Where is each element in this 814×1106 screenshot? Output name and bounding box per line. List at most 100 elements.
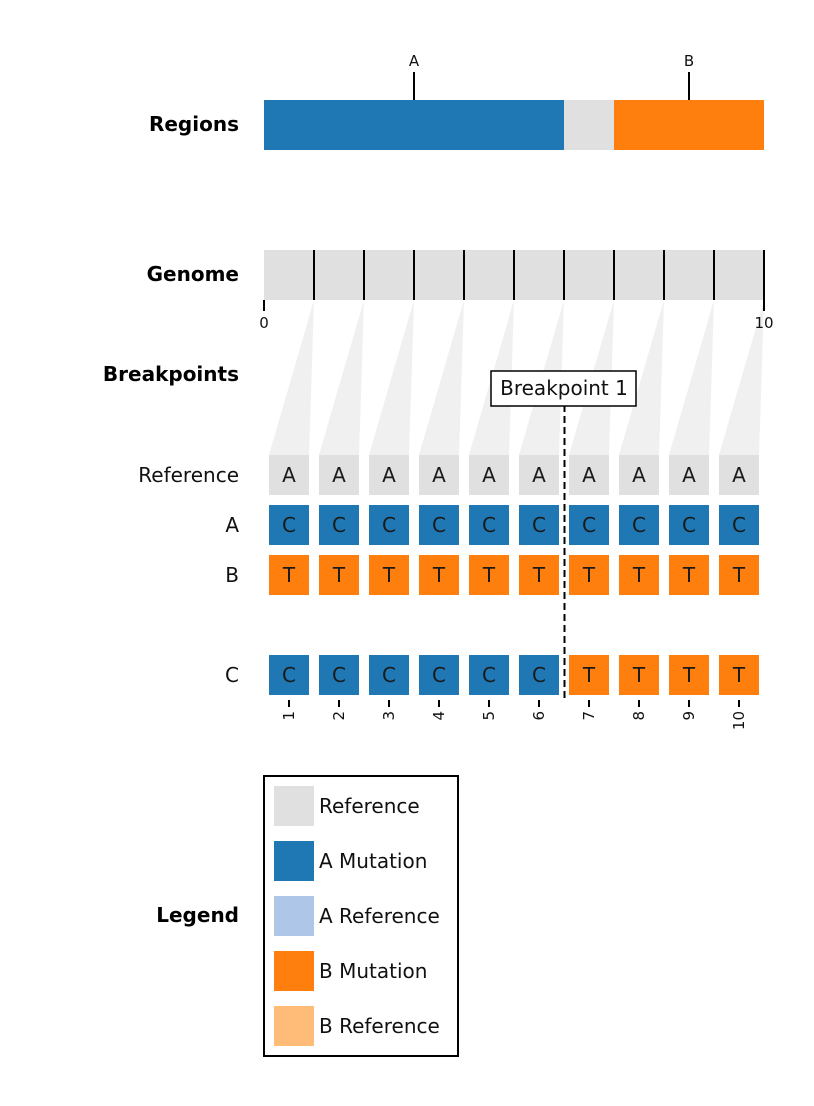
base-letter: T xyxy=(532,563,546,587)
base-cell xyxy=(669,455,709,495)
base-cell xyxy=(619,505,659,545)
legend-swatch xyxy=(274,786,314,826)
base-cell xyxy=(269,455,309,495)
base-cell xyxy=(669,555,709,595)
legend-item-label: A Reference xyxy=(319,904,440,928)
regions-section-label: Regions xyxy=(149,112,239,136)
base-letter: T xyxy=(732,563,746,587)
base-letter: T xyxy=(432,563,446,587)
base-cell xyxy=(369,555,409,595)
base-letter: T xyxy=(582,563,596,587)
base-letter: C xyxy=(582,513,596,537)
base-letter: C xyxy=(382,513,396,537)
breakpoint-marker: Breakpoint 1 xyxy=(490,370,637,700)
base-cell xyxy=(419,555,459,595)
base-letter: A xyxy=(482,463,496,487)
base-cell xyxy=(419,655,459,695)
genome-track: 0 10 xyxy=(259,250,774,332)
base-cell xyxy=(469,505,509,545)
position-tick-label: 8 xyxy=(630,711,648,721)
genome-axis-tick-label: 0 xyxy=(259,314,269,332)
position-axis: 1 2 3 4 5 6 7 8 9 10 xyxy=(280,700,748,730)
base-cell xyxy=(469,455,509,495)
base-cell xyxy=(319,505,359,545)
base-cell xyxy=(369,455,409,495)
base-letter: T xyxy=(632,563,646,587)
sequence-rows: Reference A A A A A A A A A A A C C C C C C C C C C B T T T T T T T T T… xyxy=(138,455,759,695)
base-letter: A xyxy=(432,463,446,487)
legend-swatch xyxy=(274,896,314,936)
base-letter: C xyxy=(382,663,396,687)
legend-item-label: A Mutation xyxy=(319,849,427,873)
base-cell xyxy=(369,505,409,545)
base-letter: C xyxy=(632,513,646,537)
base-letter: A xyxy=(382,463,396,487)
base-letter: T xyxy=(582,663,596,687)
sequence-row-label: Reference xyxy=(138,463,239,487)
region-marker-label: B xyxy=(684,52,694,70)
position-wedge xyxy=(369,300,414,455)
position-tick-label: 7 xyxy=(580,711,598,721)
position-tick-label: 6 xyxy=(530,711,548,721)
base-letter: T xyxy=(732,663,746,687)
base-cell xyxy=(719,455,759,495)
base-letter: C xyxy=(432,513,446,537)
base-cell xyxy=(619,655,659,695)
base-cell xyxy=(569,455,609,495)
base-cell xyxy=(469,555,509,595)
position-tick-label: 3 xyxy=(380,711,398,721)
base-letter: A xyxy=(682,463,696,487)
base-cell xyxy=(719,555,759,595)
base-cell xyxy=(519,505,559,545)
region-bar xyxy=(264,100,564,150)
base-letter: C xyxy=(282,513,296,537)
base-cell xyxy=(269,505,309,545)
base-cell xyxy=(519,555,559,595)
base-letter: C xyxy=(332,513,346,537)
base-cell xyxy=(369,655,409,695)
position-tick-label: 1 xyxy=(280,711,298,721)
legend-section-label: Legend xyxy=(156,903,239,927)
base-letter: T xyxy=(332,563,346,587)
base-cell xyxy=(569,655,609,695)
base-letter: C xyxy=(332,663,346,687)
genome-section-label: Genome xyxy=(147,262,239,286)
base-cell xyxy=(719,655,759,695)
region-marker-label: A xyxy=(409,52,420,70)
base-letter: A xyxy=(582,463,596,487)
base-letter: T xyxy=(282,563,296,587)
position-wedge xyxy=(269,300,314,455)
position-tick-label: 10 xyxy=(730,711,748,730)
sequence-row-label: B xyxy=(225,563,239,587)
sequence-row-label: C xyxy=(225,663,239,687)
base-cell xyxy=(269,555,309,595)
base-cell xyxy=(569,505,609,545)
breakpoint-label-box xyxy=(490,370,637,407)
base-letter: A xyxy=(732,463,746,487)
base-cell xyxy=(619,555,659,595)
base-letter: T xyxy=(382,563,396,587)
region-bar xyxy=(614,100,764,150)
base-letter: T xyxy=(632,663,646,687)
base-cell xyxy=(719,505,759,545)
base-cell xyxy=(269,655,309,695)
legend-swatch xyxy=(274,951,314,991)
base-letter: T xyxy=(682,663,696,687)
base-cell xyxy=(419,505,459,545)
base-letter: T xyxy=(682,563,696,587)
position-tick-label: 2 xyxy=(330,711,348,721)
base-letter: C xyxy=(732,513,746,537)
base-cell xyxy=(519,455,559,495)
position-wedge xyxy=(669,300,714,455)
base-letter: C xyxy=(482,513,496,537)
legend-item-label: Reference xyxy=(319,794,420,818)
base-letter: C xyxy=(482,663,496,687)
position-wedge xyxy=(419,300,464,455)
base-letter: A xyxy=(532,463,546,487)
base-cell xyxy=(569,555,609,595)
breakpoints-section-label: Breakpoints xyxy=(103,362,239,386)
base-cell xyxy=(419,455,459,495)
base-cell xyxy=(469,655,509,695)
